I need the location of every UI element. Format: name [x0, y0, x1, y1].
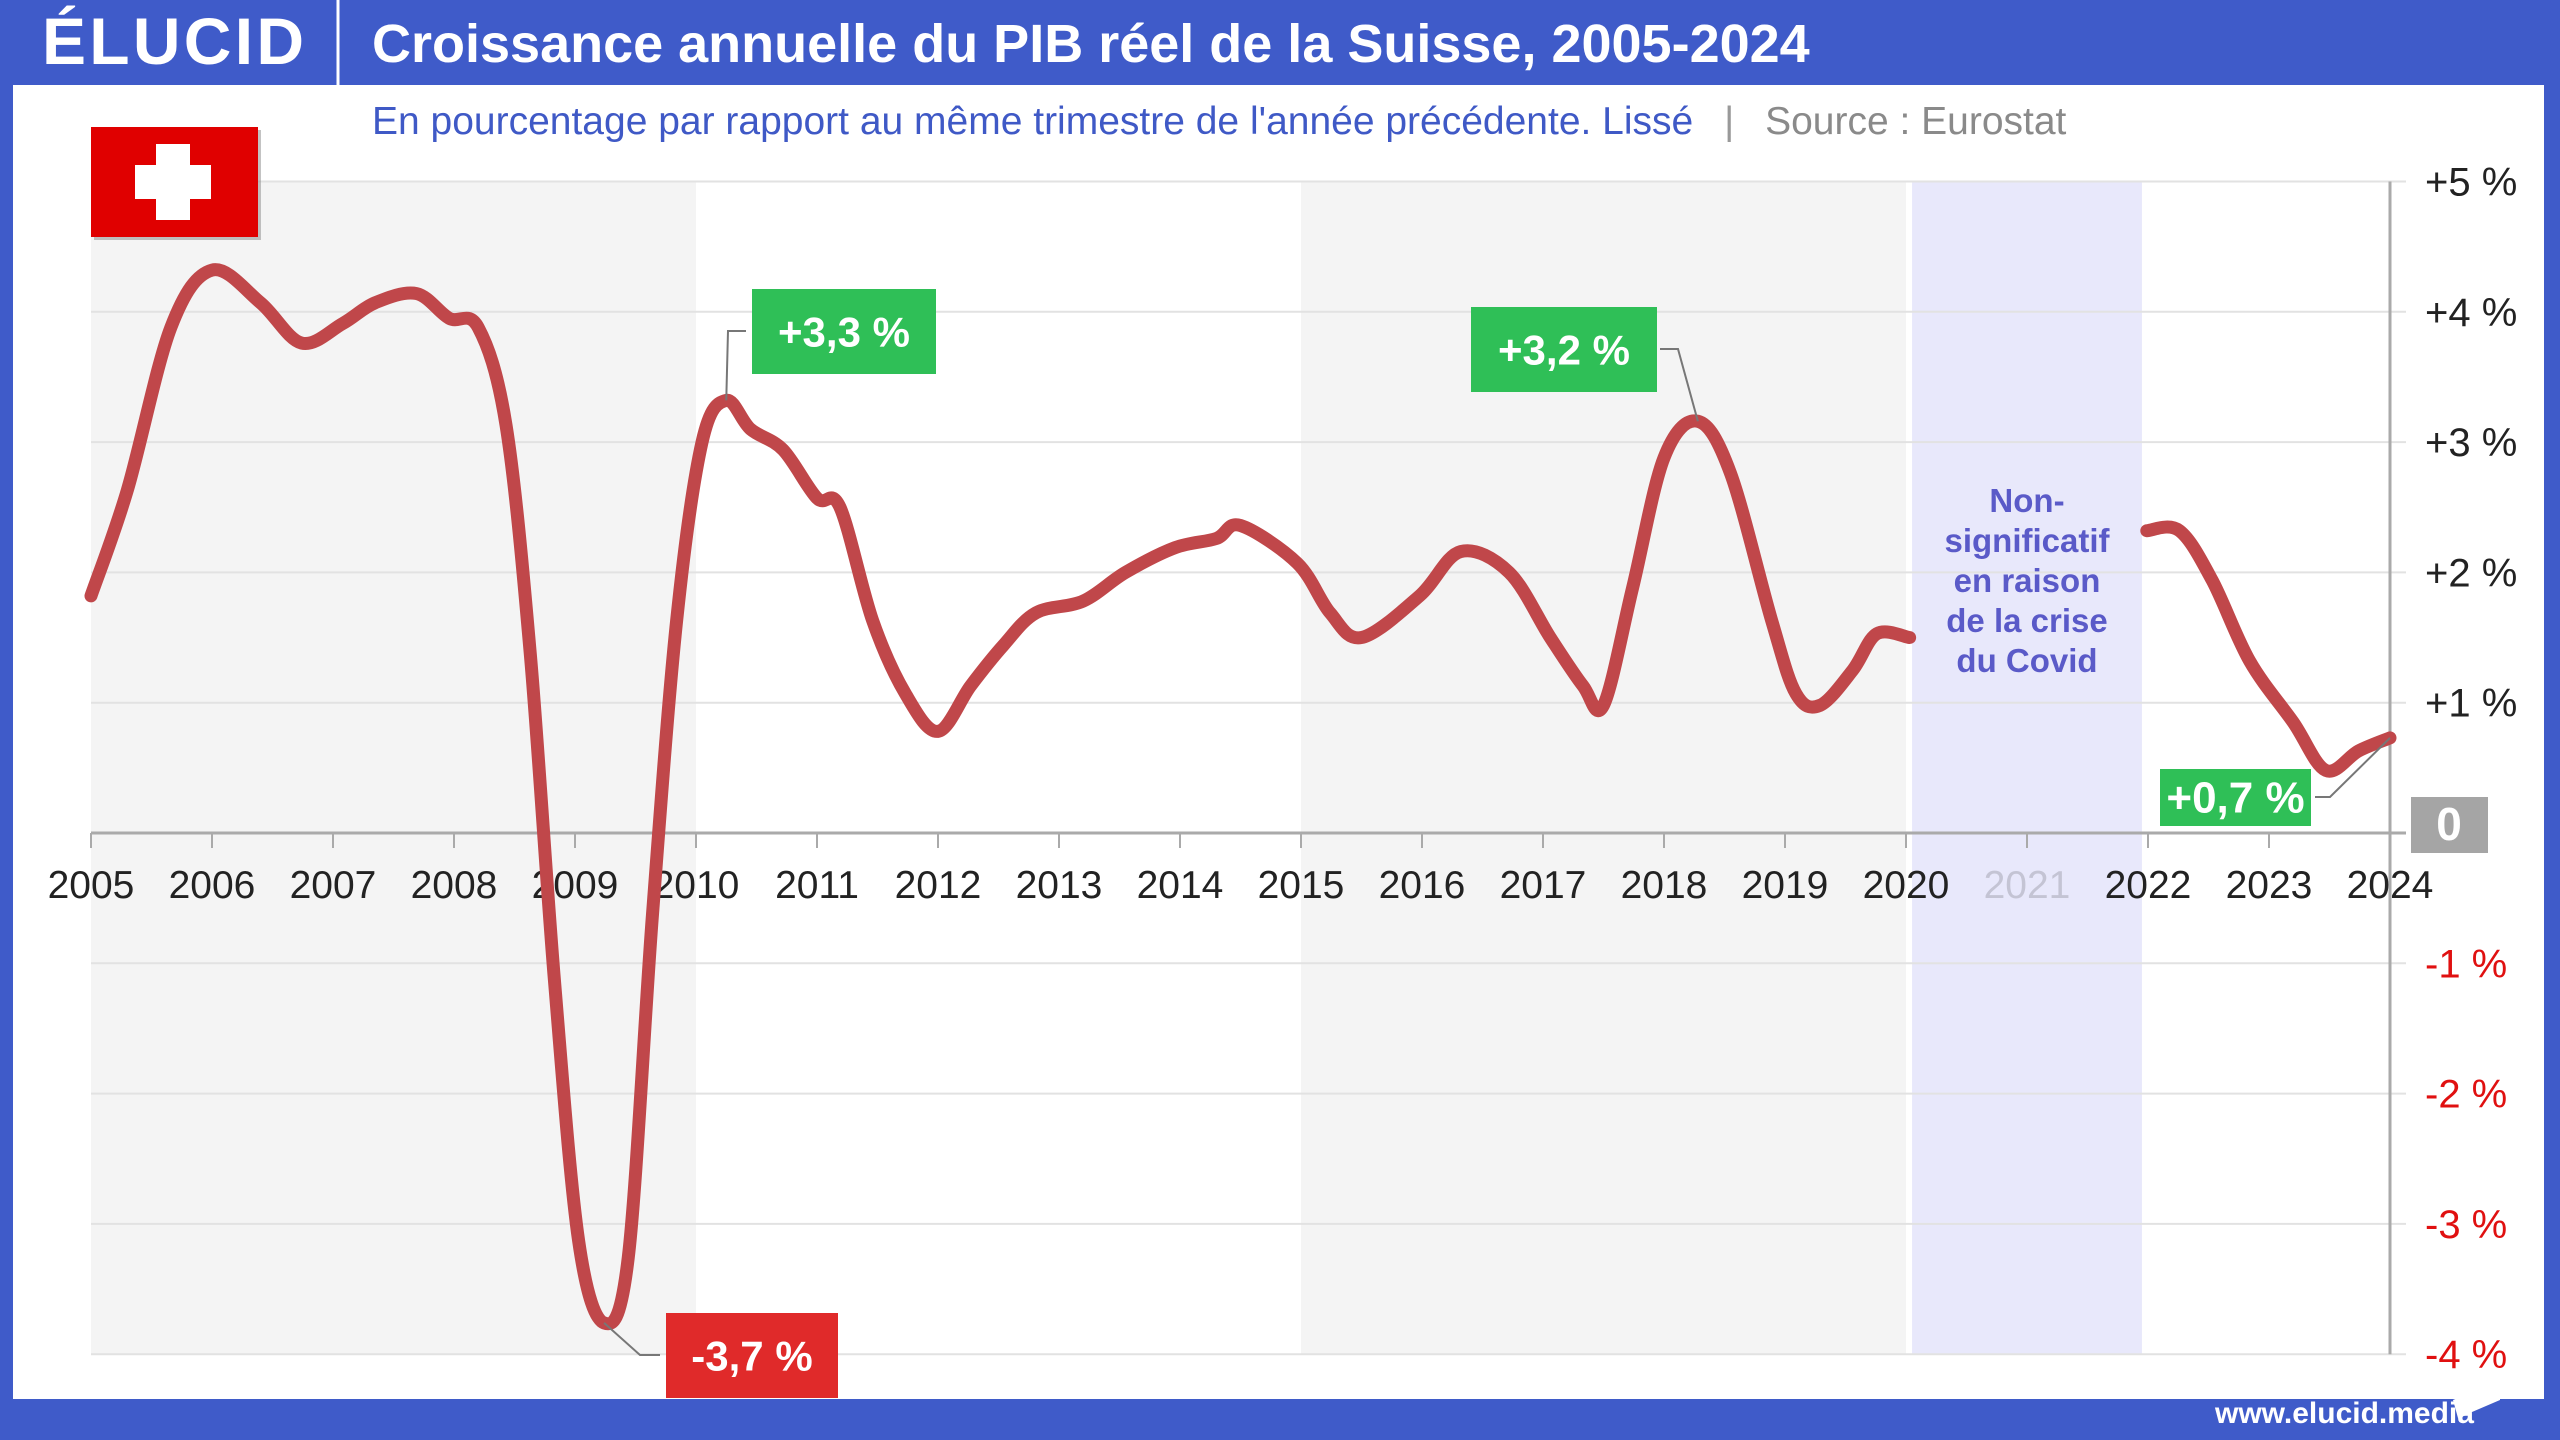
- x-tick-label: 2016: [1379, 864, 1466, 907]
- x-tick-label: 2011: [775, 864, 859, 907]
- x-tick-label: 2005: [48, 864, 135, 907]
- chart-subtitle: En pourcentage par rapport au même trime…: [372, 100, 2067, 143]
- x-tick-label: 2024: [2347, 864, 2434, 907]
- logo: ÉLUCID: [42, 4, 304, 78]
- x-tick-label: 2012: [895, 864, 982, 907]
- annotation-label: +3,3 %: [778, 309, 910, 356]
- covid-note-line: significatif: [1944, 522, 2110, 559]
- y-tick-label: +1 %: [2425, 682, 2517, 726]
- covid-period-band: [1912, 181, 2142, 1355]
- x-tick-label: 2015: [1258, 864, 1345, 907]
- annotation-leader-line: [603, 1322, 660, 1356]
- covid-note-line: du Covid: [1956, 642, 2097, 679]
- subtitle-text: En pourcentage par rapport au même trime…: [372, 100, 1693, 143]
- gdp-growth-line: [2140, 520, 2397, 778]
- chart-title: Croissance annuelle du PIB réel de la Su…: [372, 14, 1810, 74]
- x-tick-label: 2019: [1742, 864, 1829, 907]
- x-tick-label: 2020: [1863, 864, 1950, 907]
- x-tick-label: 2010: [653, 864, 740, 907]
- annotation-leader-line: [725, 330, 746, 401]
- y-tick-label: -1 %: [2425, 942, 2507, 986]
- annotation-leader-line: [1660, 348, 1699, 422]
- y-tick-label: +3 %: [2425, 421, 2517, 465]
- x-tick-label: 2013: [1016, 864, 1103, 907]
- covid-note-line: en raison: [1954, 562, 2101, 599]
- x-tick-label: 2017: [1500, 864, 1587, 907]
- subtitle-separator: |: [1724, 100, 1734, 143]
- gdp-growth-line: [84, 263, 1917, 1331]
- footer-url[interactable]: www.elucid.media: [2214, 1397, 2474, 1430]
- y-tick-label: -2 %: [2425, 1073, 2507, 1117]
- y-tick-label: -3 %: [2425, 1203, 2507, 1247]
- x-tick-label: 2007: [290, 864, 377, 907]
- annotation-label: +3,2 %: [1498, 327, 1630, 374]
- annotation-box: [2160, 769, 2311, 826]
- annotation-box: [1471, 307, 1657, 392]
- x-tick-label: 2008: [411, 864, 498, 907]
- x-tick-label: 2022: [2105, 864, 2192, 907]
- x-tick-label: 2023: [2226, 864, 2313, 907]
- annotation-label: +0,7 %: [2166, 774, 2304, 823]
- annotation-label: -3,7 %: [691, 1333, 812, 1380]
- y-tick-label: -4 %: [2425, 1333, 2507, 1377]
- annotation-box: [666, 1313, 838, 1398]
- x-tick-label: 2014: [1137, 864, 1224, 907]
- covid-note: Non-significatif en raison de la crise du C…: [1944, 482, 2110, 679]
- x-tick-label: 2021: [1984, 864, 2071, 907]
- source-text: Source : Eurostat: [1765, 100, 2066, 143]
- covid-note-line: de la crise: [1946, 602, 2107, 639]
- x-tick-label: 2018: [1621, 864, 1708, 907]
- y-tick-label: +4 %: [2425, 291, 2517, 335]
- x-tick-label: 2006: [169, 864, 256, 907]
- y-tick-label: +2 %: [2425, 551, 2517, 595]
- annotation-box: [752, 289, 936, 374]
- zero-label-box: [2411, 797, 2488, 853]
- shaded-period-band: [91, 181, 696, 1355]
- annotation-leader-line: [2315, 737, 2391, 798]
- y-tick-label-zero: 0: [2436, 798, 2462, 850]
- covid-note-line: Non-: [1989, 482, 2064, 519]
- y-tick-label: +5 %: [2425, 161, 2517, 205]
- elucid-arrow-logo-icon: [2453, 1380, 2500, 1418]
- plot-area: +5 % +4 % +3 % +2 % +1 % 0 -1 % -2 % -3 % -4 % 200…: [48, 161, 2517, 1398]
- swiss-flag-icon: [91, 127, 261, 240]
